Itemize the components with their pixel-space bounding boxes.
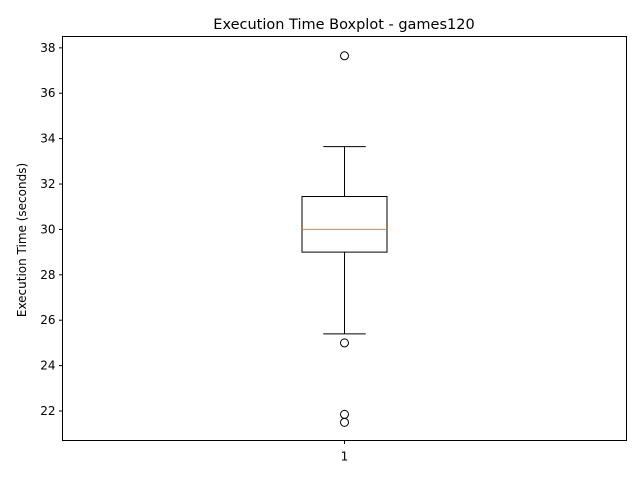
y-tick-label: 28 [40,268,55,282]
y-tick-label: 32 [40,177,55,191]
plot-area-frame [62,36,627,441]
y-tick-label: 26 [40,313,55,327]
x-axis: 1 [341,440,349,464]
y-tick-label: 38 [40,41,55,55]
y-tick-label: 36 [40,86,55,100]
iqr-box [301,196,388,253]
y-tick-label: 24 [40,359,55,373]
outlier-point [340,51,349,61]
chart-title: Execution Time Boxplot - games120 [213,17,474,33]
y-tick-label: 34 [40,132,55,146]
y-tick-label: 22 [40,404,55,418]
y-tick-label: 30 [40,222,55,236]
outlier-point [340,409,349,419]
y-axis-label: Execution Time (seconds) [15,163,29,317]
y-axis: 22 24 26 28 30 32 34 36 38 [40,41,63,418]
box-series [301,51,388,427]
outlier-point [340,338,349,348]
x-tick-label: 1 [341,450,349,464]
outlier-point [340,417,349,427]
